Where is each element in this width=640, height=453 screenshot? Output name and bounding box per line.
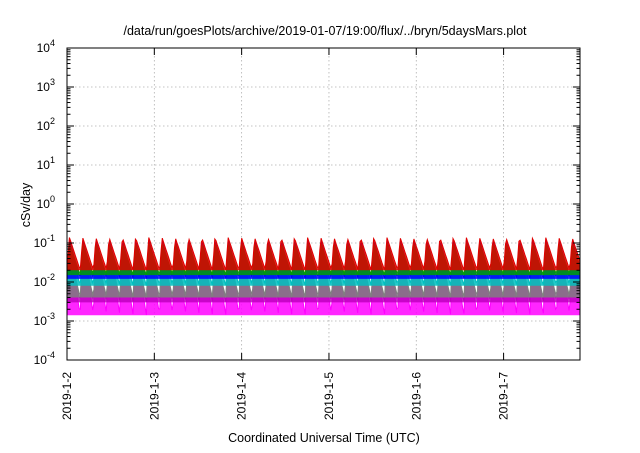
y-axis-label: cSv/day <box>19 182 33 227</box>
y-tick-label: 104 <box>37 38 55 55</box>
y-tick-label: 102 <box>37 116 55 133</box>
y-tick-label: 100 <box>37 194 55 211</box>
y-tick-label: 10-3 <box>34 311 55 328</box>
axis-ticks: 104 103 102 101 100 10-1 10-2 10-3 10-4 2019-1-2 2… <box>34 38 580 420</box>
series-area <box>67 237 580 271</box>
x-tick-label: 2019-1-3 <box>147 372 161 420</box>
x-tick-label: 2019-1-2 <box>60 372 74 420</box>
series-group <box>66 236 581 316</box>
x-tick-label: 2019-1-6 <box>409 372 423 420</box>
series-line <box>66 236 581 272</box>
y-tick-label: 10-4 <box>34 350 55 367</box>
x-axis-label: Coordinated Universal Time (UTC) <box>228 431 420 445</box>
x-tick-label: 2019-1-4 <box>235 372 249 420</box>
x-tick-label: 2019-1-5 <box>322 372 336 420</box>
y-tick-label: 10-1 <box>34 233 55 250</box>
chart-title: /data/run/goesPlots/archive/2019-01-07/1… <box>123 24 527 38</box>
plot-frame <box>66 47 581 361</box>
y-tick-label: 10-2 <box>34 272 55 289</box>
y-tick-label: 101 <box>37 155 55 172</box>
x-tick-label: 2019-1-7 <box>497 372 511 420</box>
y-tick-label: 103 <box>37 77 55 94</box>
